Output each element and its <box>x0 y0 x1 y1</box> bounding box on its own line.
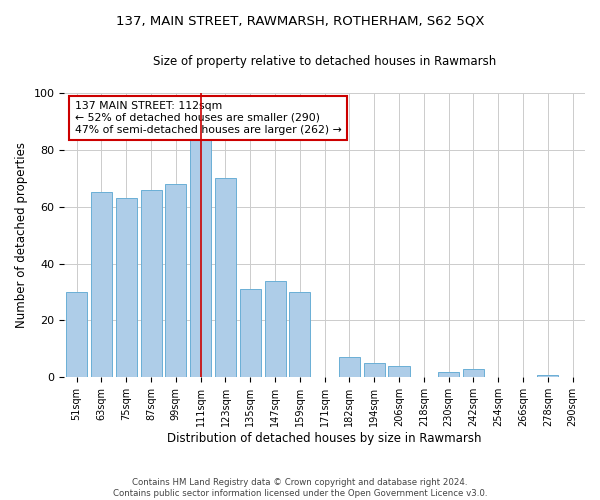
Bar <box>116 198 137 378</box>
Bar <box>140 190 161 378</box>
Text: Contains HM Land Registry data © Crown copyright and database right 2024.
Contai: Contains HM Land Registry data © Crown c… <box>113 478 487 498</box>
Bar <box>463 369 484 378</box>
Bar <box>265 280 286 378</box>
Bar <box>388 366 410 378</box>
Title: Size of property relative to detached houses in Rawmarsh: Size of property relative to detached ho… <box>153 55 496 68</box>
Bar <box>438 372 459 378</box>
Bar <box>91 192 112 378</box>
Y-axis label: Number of detached properties: Number of detached properties <box>15 142 28 328</box>
Text: 137 MAIN STREET: 112sqm
← 52% of detached houses are smaller (290)
47% of semi-d: 137 MAIN STREET: 112sqm ← 52% of detache… <box>74 102 341 134</box>
Text: 137, MAIN STREET, RAWMARSH, ROTHERHAM, S62 5QX: 137, MAIN STREET, RAWMARSH, ROTHERHAM, S… <box>116 15 484 28</box>
Bar <box>289 292 310 378</box>
Bar <box>364 363 385 378</box>
Bar <box>190 138 211 378</box>
Bar <box>66 292 87 378</box>
Bar <box>166 184 187 378</box>
Bar <box>537 374 559 378</box>
Bar <box>339 358 360 378</box>
X-axis label: Distribution of detached houses by size in Rawmarsh: Distribution of detached houses by size … <box>167 432 482 445</box>
Bar <box>215 178 236 378</box>
Bar <box>240 289 261 378</box>
